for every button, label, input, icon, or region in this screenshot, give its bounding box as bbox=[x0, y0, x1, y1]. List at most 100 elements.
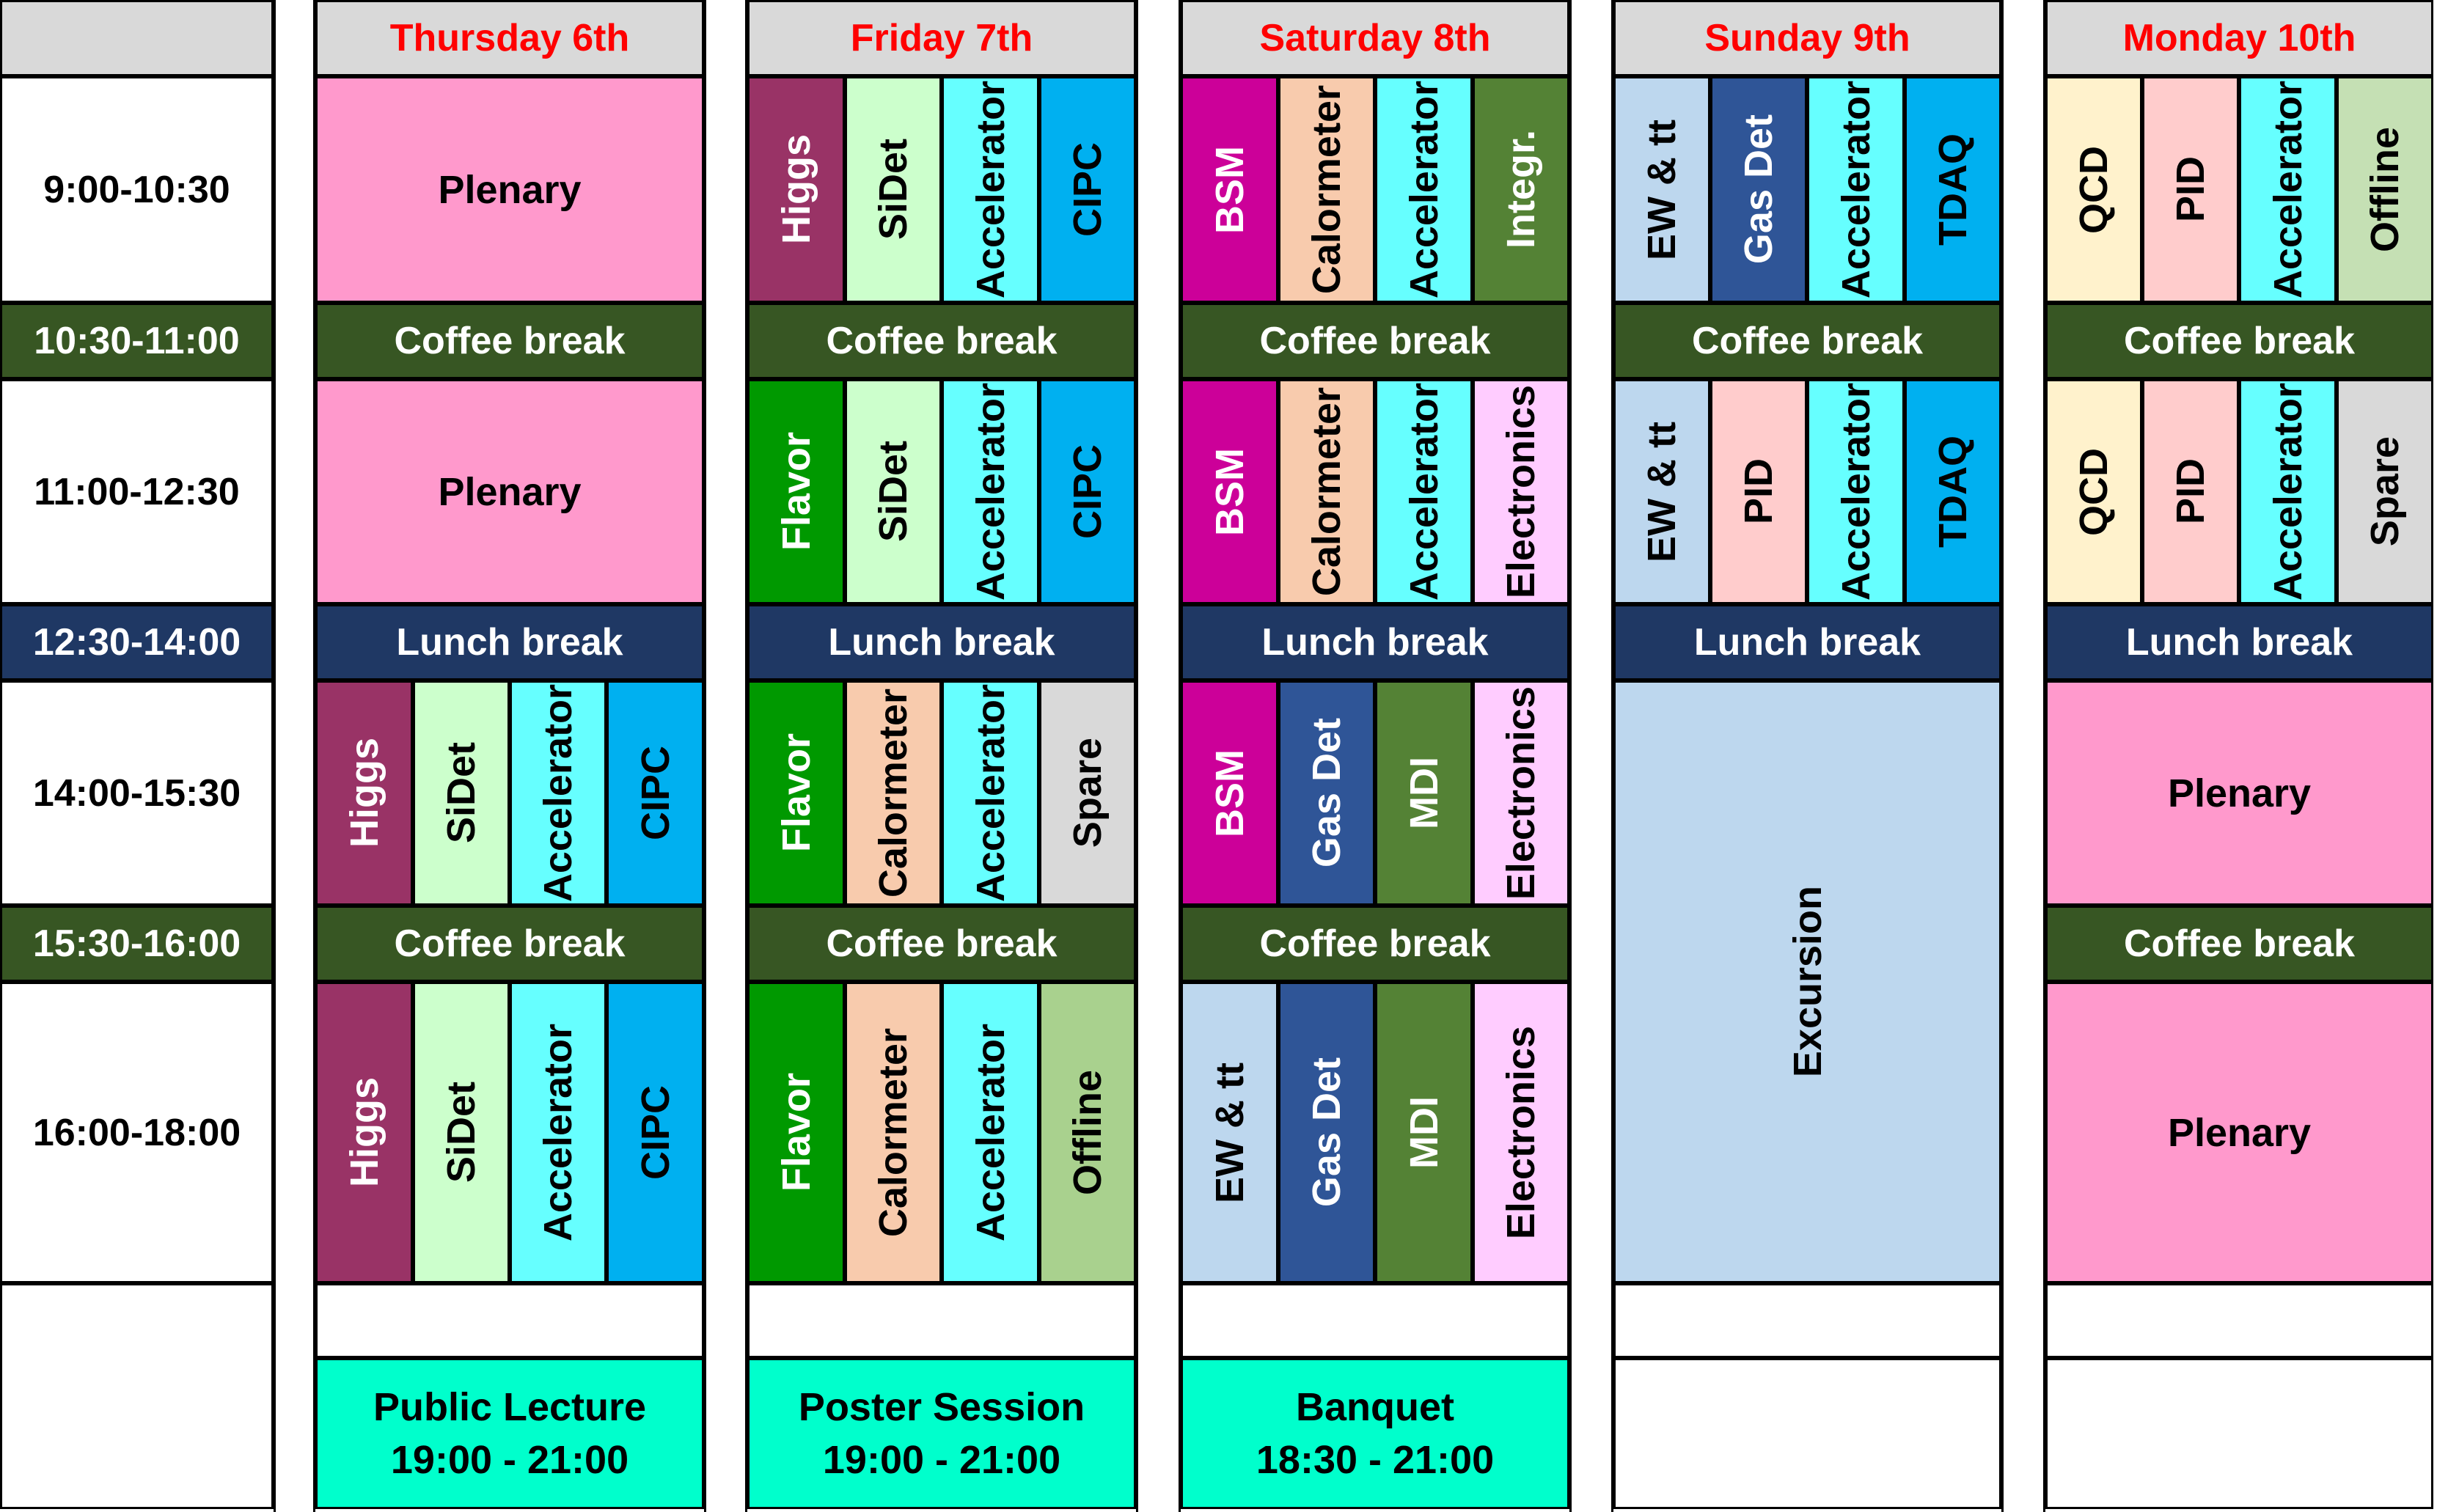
session-cell: BSM bbox=[1181, 680, 1278, 906]
coffee-break: Coffee break bbox=[315, 303, 704, 379]
session-label: SiDet bbox=[871, 139, 915, 241]
session-cell: Electronics bbox=[1473, 680, 1569, 906]
session-label: CIPC bbox=[1066, 444, 1110, 539]
time-slot-label: 10:30-11:00 bbox=[0, 303, 274, 379]
session-cell: MDI bbox=[1375, 680, 1473, 906]
time-slot-text: 16:00-18:00 bbox=[32, 1111, 241, 1154]
column-gap bbox=[704, 0, 747, 1512]
evening-event: Poster Session 19:00 - 21:00 bbox=[747, 1358, 1136, 1509]
session-cell: PID bbox=[1710, 379, 1807, 604]
session-label: Calormeter bbox=[1305, 386, 1349, 597]
break-label: Coffee break bbox=[1692, 320, 1923, 362]
session-label: Higgs bbox=[342, 738, 386, 848]
evening-event-time: 18:30 - 21:00 bbox=[1256, 1438, 1495, 1482]
day-name: Saturday 8th bbox=[1259, 17, 1491, 59]
time-slot-text: 10:30-11:00 bbox=[34, 320, 240, 362]
session-label: EW & tt bbox=[1207, 1062, 1252, 1203]
evening-event-title: Public Lecture bbox=[373, 1385, 647, 1429]
coffee-break: Coffee break bbox=[1181, 303, 1569, 379]
day-header: Saturday 8th bbox=[1181, 0, 1569, 76]
session-label: Accelerator bbox=[968, 1023, 1013, 1242]
session-label: Flavor bbox=[774, 432, 818, 551]
break-label: Coffee break bbox=[826, 922, 1058, 965]
session-cell: Spare bbox=[2337, 379, 2433, 604]
session-label: BSM bbox=[1207, 145, 1252, 234]
plenary-label: Plenary bbox=[438, 469, 582, 514]
session-label: Accelerator bbox=[1833, 382, 1878, 601]
time-slot-label: 12:30-14:00 bbox=[0, 604, 274, 680]
day-header: Monday 10th bbox=[2045, 0, 2433, 76]
time-slot-label: 16:00-18:00 bbox=[0, 982, 274, 1283]
session-cell: Accelerator bbox=[510, 680, 606, 906]
session-cell: EW & tt bbox=[1181, 982, 1278, 1283]
time-column-header bbox=[0, 0, 274, 76]
session-cell: Higgs bbox=[747, 76, 845, 303]
session-label: PID bbox=[1737, 458, 1781, 525]
session-label: MDI bbox=[1401, 757, 1446, 829]
session-label: Integr. bbox=[1499, 130, 1543, 249]
evening-event: Banquet 18:30 - 21:00 bbox=[1181, 1358, 1569, 1509]
session-cell: Calormeter bbox=[1278, 76, 1375, 303]
session-label: SiDet bbox=[439, 1082, 483, 1183]
session-label: QCD bbox=[2072, 145, 2116, 234]
break-label: Lunch break bbox=[828, 621, 1055, 664]
evening-event-time: 19:00 - 21:00 bbox=[822, 1438, 1061, 1482]
session-cell: CIPC bbox=[606, 982, 704, 1283]
plenary-block: Plenary bbox=[2045, 982, 2433, 1283]
session-label: Gas Det bbox=[1305, 1057, 1349, 1208]
session-label: Offline bbox=[2363, 127, 2407, 252]
session-label: Electronics bbox=[1499, 384, 1543, 599]
column-gap bbox=[1569, 0, 1613, 1512]
session-cell: Accelerator bbox=[942, 76, 1039, 303]
session-label: Calormeter bbox=[871, 688, 915, 898]
session-cell: Calormeter bbox=[845, 680, 942, 906]
break-label: Lunch break bbox=[396, 621, 623, 664]
session-cell: Higgs bbox=[315, 680, 413, 906]
day-name: Thursday 6th bbox=[389, 17, 630, 59]
session-label: PID bbox=[2169, 458, 2213, 525]
session-label: Flavor bbox=[774, 733, 818, 853]
session-label: Accelerator bbox=[1401, 382, 1446, 601]
session-cell: SiDet bbox=[845, 379, 942, 604]
session-cell: PID bbox=[2142, 76, 2239, 303]
session-cell: Accelerator bbox=[942, 680, 1039, 906]
session-cell: Offline bbox=[1039, 982, 1136, 1283]
session-cell: Accelerator bbox=[1375, 76, 1473, 303]
day-name: Monday 10th bbox=[2122, 17, 2356, 59]
session-label: Calormeter bbox=[1305, 84, 1349, 295]
session-label: Accelerator bbox=[2265, 80, 2310, 299]
session-label: Accelerator bbox=[1833, 80, 1878, 299]
day-header: Sunday 9th bbox=[1613, 0, 2001, 76]
session-label: PID bbox=[2169, 156, 2213, 223]
coffee-break: Coffee break bbox=[1613, 303, 2001, 379]
session-cell: Accelerator bbox=[1375, 379, 1473, 604]
lunch-break: Lunch break bbox=[747, 604, 1136, 680]
session-cell: Flavor bbox=[747, 379, 845, 604]
session-cell: Calormeter bbox=[845, 982, 942, 1283]
day-header: Thursday 6th bbox=[315, 0, 704, 76]
session-cell: Integr. bbox=[1473, 76, 1569, 303]
column-gap bbox=[2001, 0, 2045, 1512]
time-slot-label: 15:30-16:00 bbox=[0, 906, 274, 982]
session-cell: QCD bbox=[2045, 76, 2142, 303]
session-label: Accelerator bbox=[968, 382, 1013, 601]
lunch-break: Lunch break bbox=[2045, 604, 2433, 680]
coffee-break: Coffee break bbox=[315, 906, 704, 982]
plenary-block: Plenary bbox=[315, 379, 704, 604]
session-cell: BSM bbox=[1181, 379, 1278, 604]
evening-blank bbox=[1613, 1358, 2001, 1509]
session-label: Electronics bbox=[1499, 686, 1543, 900]
break-label: Coffee break bbox=[2124, 320, 2355, 362]
time-slot-label: 11:00-12:30 bbox=[0, 379, 274, 604]
session-label: Offline bbox=[1066, 1070, 1110, 1195]
break-label: Lunch break bbox=[1693, 621, 1921, 664]
break-label: Coffee break bbox=[394, 320, 626, 362]
session-label: QCD bbox=[2072, 447, 2116, 536]
time-slot-label: 14:00-15:30 bbox=[0, 680, 274, 906]
session-cell: SiDet bbox=[413, 982, 510, 1283]
session-cell: Flavor bbox=[747, 982, 845, 1283]
session-label: Flavor bbox=[774, 1073, 818, 1192]
evening-blank bbox=[2045, 1358, 2433, 1509]
time-slot-text: 11:00-12:30 bbox=[34, 470, 240, 513]
session-label: Electronics bbox=[1499, 1025, 1543, 1240]
